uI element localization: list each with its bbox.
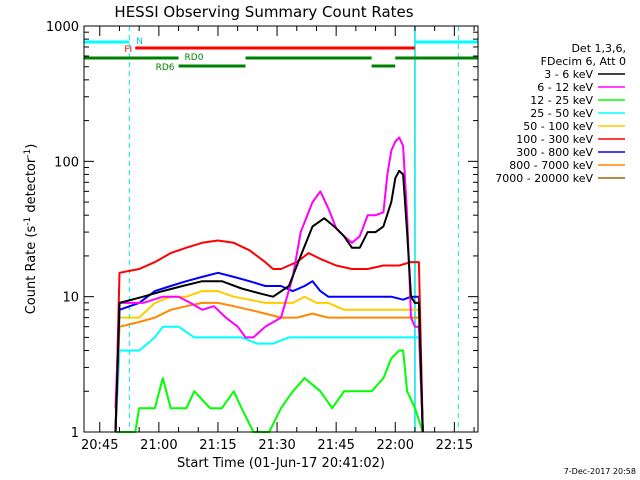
x-tick-label: 21:30 <box>258 438 295 453</box>
legend-entry-label: 7000 - 20000 keV <box>495 172 593 185</box>
x-tick-label: 22:00 <box>377 438 414 453</box>
legend-header-0: Det 1,3,6, <box>571 42 626 55</box>
y-axis-label-mid: detector <box>24 157 39 217</box>
y-tick-label: 1000 <box>46 20 79 35</box>
flare-label: FI <box>124 45 132 55</box>
series-800-7000-kev <box>114 301 424 433</box>
legend-entry-label: 50 - 100 keV <box>523 120 593 133</box>
x-tick-label: 21:15 <box>199 438 236 453</box>
chart-title: HESSI Observing Summary Count Rates <box>114 3 413 21</box>
series-12-25-kev <box>115 349 424 433</box>
legend-entry-label: 25 - 50 keV <box>530 107 593 120</box>
x-tick-label: 21:45 <box>317 438 354 453</box>
x-tick-label: 22:15 <box>436 438 473 453</box>
annotations: N FI RD0 RD6 <box>84 26 478 432</box>
y-axis: 1 10 100 1000 <box>46 20 478 441</box>
night-label: N <box>136 37 143 47</box>
legend-entry-label: 6 - 12 keV <box>537 81 593 94</box>
x-tick-label: 20:45 <box>81 438 118 453</box>
series-100-300-kev <box>114 239 424 433</box>
legend-entry-label: 3 - 6 keV <box>544 68 593 81</box>
footer-date: 7-Dec-2017 20:58 <box>564 467 636 476</box>
y-tick-label: 10 <box>62 291 79 306</box>
series-50-100-kev <box>114 290 424 433</box>
y-axis-label-sup2: -1 <box>23 149 33 158</box>
legend-header-1: FDecim 6, Att 0 <box>541 55 626 68</box>
series-6-12-kev <box>114 136 424 433</box>
series-25-50-kev <box>114 325 424 433</box>
rd0-label: RD0 <box>185 53 204 63</box>
x-axis-label: Start Time (01-Jun-17 20:41:02) <box>177 456 385 471</box>
plot-frame <box>83 25 479 433</box>
rd6-label: RD6 <box>156 63 175 73</box>
legend-entry-label: 12 - 25 keV <box>530 94 593 107</box>
legend-entry-label: 800 - 7000 keV <box>509 159 593 172</box>
y-axis-label-sup1: -1 <box>23 217 33 226</box>
y-axis-label: Count Rate (s-1 detector-1) <box>23 144 39 315</box>
series-layer <box>114 136 424 433</box>
y-tick-label: 100 <box>54 155 79 170</box>
y-axis-label-end: ) <box>24 144 39 149</box>
legend-entry-label: 300 - 800 keV <box>516 146 593 159</box>
series-300-800-kev <box>114 271 424 433</box>
legend-entry-label: 100 - 300 keV <box>516 133 593 146</box>
x-tick-label: 21:00 <box>140 438 177 453</box>
y-tick-label: 1 <box>71 426 79 441</box>
y-axis-label-main: Count Rate (s <box>24 226 39 315</box>
x-axis: 20:45 21:00 21:15 21:30 21:45 22:00 22:15 <box>81 26 475 453</box>
series-3-6-kev <box>114 169 424 433</box>
